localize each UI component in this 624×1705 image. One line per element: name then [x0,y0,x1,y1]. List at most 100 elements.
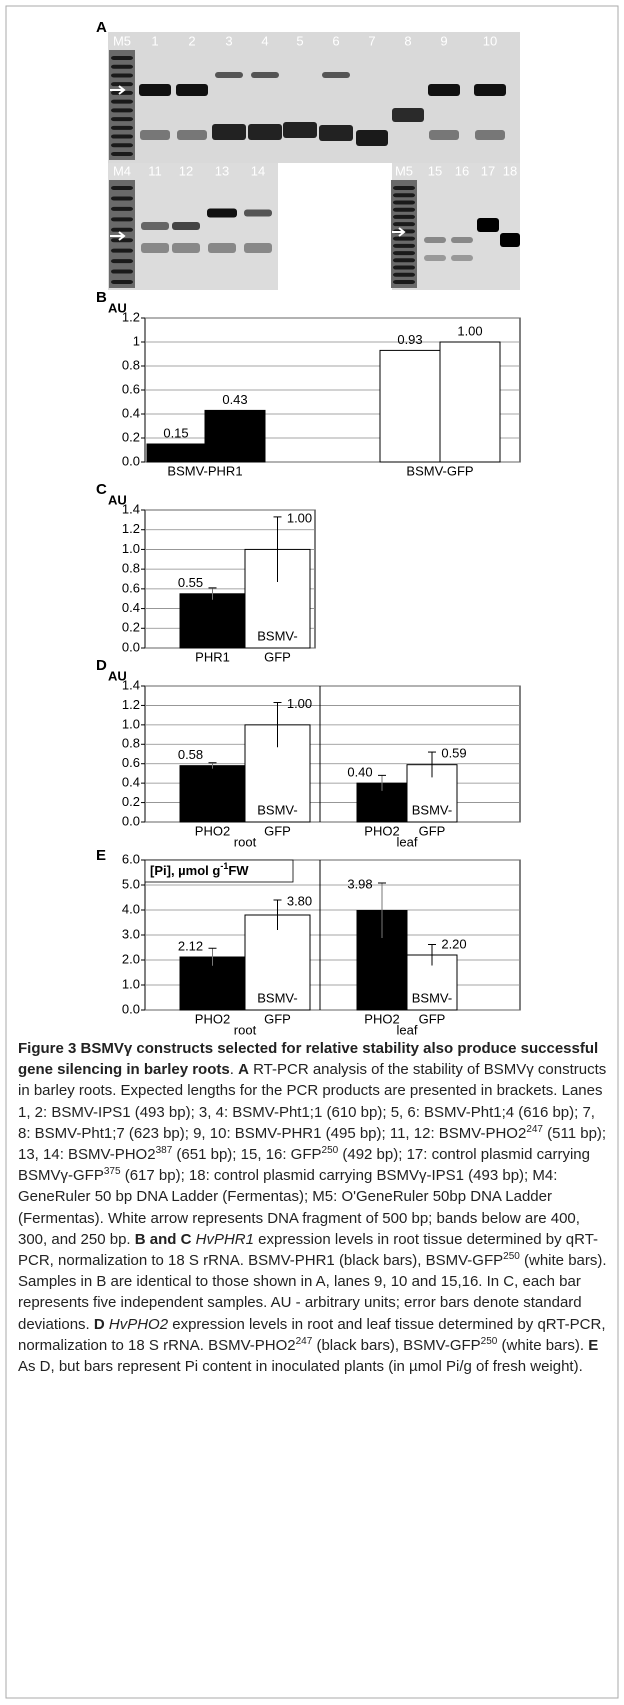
caption-sup: 247 [296,1336,313,1347]
gel-band [393,193,415,197]
lane-label: 10 [483,33,497,48]
caption-normal: (white bars). [497,1337,588,1354]
caption-sup: 250 [481,1336,498,1347]
gel-band [451,237,473,243]
lane-label: 4 [261,33,268,48]
axis-label: AU [108,492,127,507]
gel-band [177,130,207,140]
caption-normal: (black bars), BSMV-GFP [312,1337,480,1354]
y-tick-label: 0.4 [122,600,140,615]
gel-band [215,72,243,78]
bar-inner-label: BSMV- [192,628,232,643]
gel-band [244,210,272,217]
gel-band [393,208,415,212]
gel-band [393,251,415,255]
gel-band [393,280,415,284]
bar-inner-label: BSMV- [257,990,297,1005]
value-label: 2.12 [178,938,203,953]
gel-band [428,84,460,96]
gel-band [393,273,415,277]
gel-band [111,108,133,112]
gel-band [111,82,133,86]
bar [147,444,205,462]
lane-label: 7 [368,33,375,48]
gel-band [356,130,388,146]
gel-band [212,124,246,140]
bar-inner-label: BSMV- [412,990,452,1005]
panel-label: A [96,19,107,36]
y-tick-label: 1 [133,333,140,348]
gel-band [111,73,133,77]
caption-normal: (651 bp); 15, 16: GFP [172,1146,321,1163]
x-tick-label: PHO2 [364,823,399,838]
y-tick-label: 1.2 [122,521,140,536]
x-tick-label: GFP [419,1011,446,1026]
panel-label: C [96,481,107,498]
inner-title: [Pi], µmol g-1FW [150,861,249,878]
value-label: 1.00 [287,510,312,525]
gel-band [111,56,133,60]
x-tick-label: PHO2 [364,1011,399,1026]
group-label: leaf [397,834,418,849]
gel-image: M512345678910M411121314M515161718 [108,32,520,290]
lane-label: 5 [296,33,303,48]
y-tick-label: 1.2 [122,697,140,712]
caption-sup: 375 [104,1166,121,1177]
x-tick-label: GFP [419,823,446,838]
gel-band [322,72,350,78]
gel-band [244,243,272,253]
group-label: leaf [397,1022,418,1037]
lane-label: 18 [503,163,517,178]
y-tick-label: 0.4 [122,775,140,790]
axis-label: AU [108,668,127,683]
lane-label: 13 [215,163,229,178]
gel-band [208,243,236,253]
y-tick-label: 0.6 [122,381,140,396]
figure-caption: Figure 3 BSMVγ constructs selected for r… [18,1038,610,1377]
caption-bold: E [588,1337,598,1354]
y-tick-label: 1.0 [122,716,140,731]
gel-band [111,143,133,147]
gel-band [475,130,505,140]
value-label: 0.40 [347,765,372,780]
value-label: 0.55 [178,575,203,590]
caption-italic: HvPHR1 [196,1231,254,1248]
y-tick-label: 0.8 [122,736,140,751]
gel-band [393,186,415,190]
gel-band [139,84,171,96]
y-tick-label: 0.8 [122,561,140,576]
y-tick-label: 0.2 [122,794,140,809]
gel-band [207,209,237,218]
y-tick-label: 0.8 [122,357,140,372]
inner-title-text: [Pi], µmol g [150,863,220,878]
gel-band [111,280,133,284]
y-tick-label: 1.0 [122,541,140,556]
gel-band [393,237,415,241]
bar [205,410,265,462]
lane-label: 11 [148,163,162,178]
panel-label: B [96,289,107,306]
gel-band [393,266,415,270]
x-tick-label: GFP [264,823,291,838]
caption-sup: 250 [322,1145,339,1156]
y-tick-label: 6.0 [122,851,140,866]
bar-inner-label: BSMV- [192,990,232,1005]
gel-band [392,108,424,122]
caption-sup: 250 [503,1251,520,1262]
x-tick-label: PHO2 [195,823,230,838]
lane-label: M4 [113,163,131,178]
lane-label: 2 [188,33,195,48]
gel-band [393,244,415,248]
gel-band [111,196,133,200]
gel-band [111,152,133,156]
y-tick-label: 0.2 [122,429,140,444]
gel-band [283,122,317,138]
y-tick-label: 0.6 [122,755,140,770]
group-label: BSMV-GFP [406,463,473,478]
lane-label: 9 [440,33,447,48]
bar-inner-label: BSMV- [362,990,402,1005]
value-label: 0.59 [441,745,466,760]
axis-label: AU [108,300,127,315]
caption-italic: HvPHO2 [109,1316,168,1333]
gel-band [111,217,133,221]
